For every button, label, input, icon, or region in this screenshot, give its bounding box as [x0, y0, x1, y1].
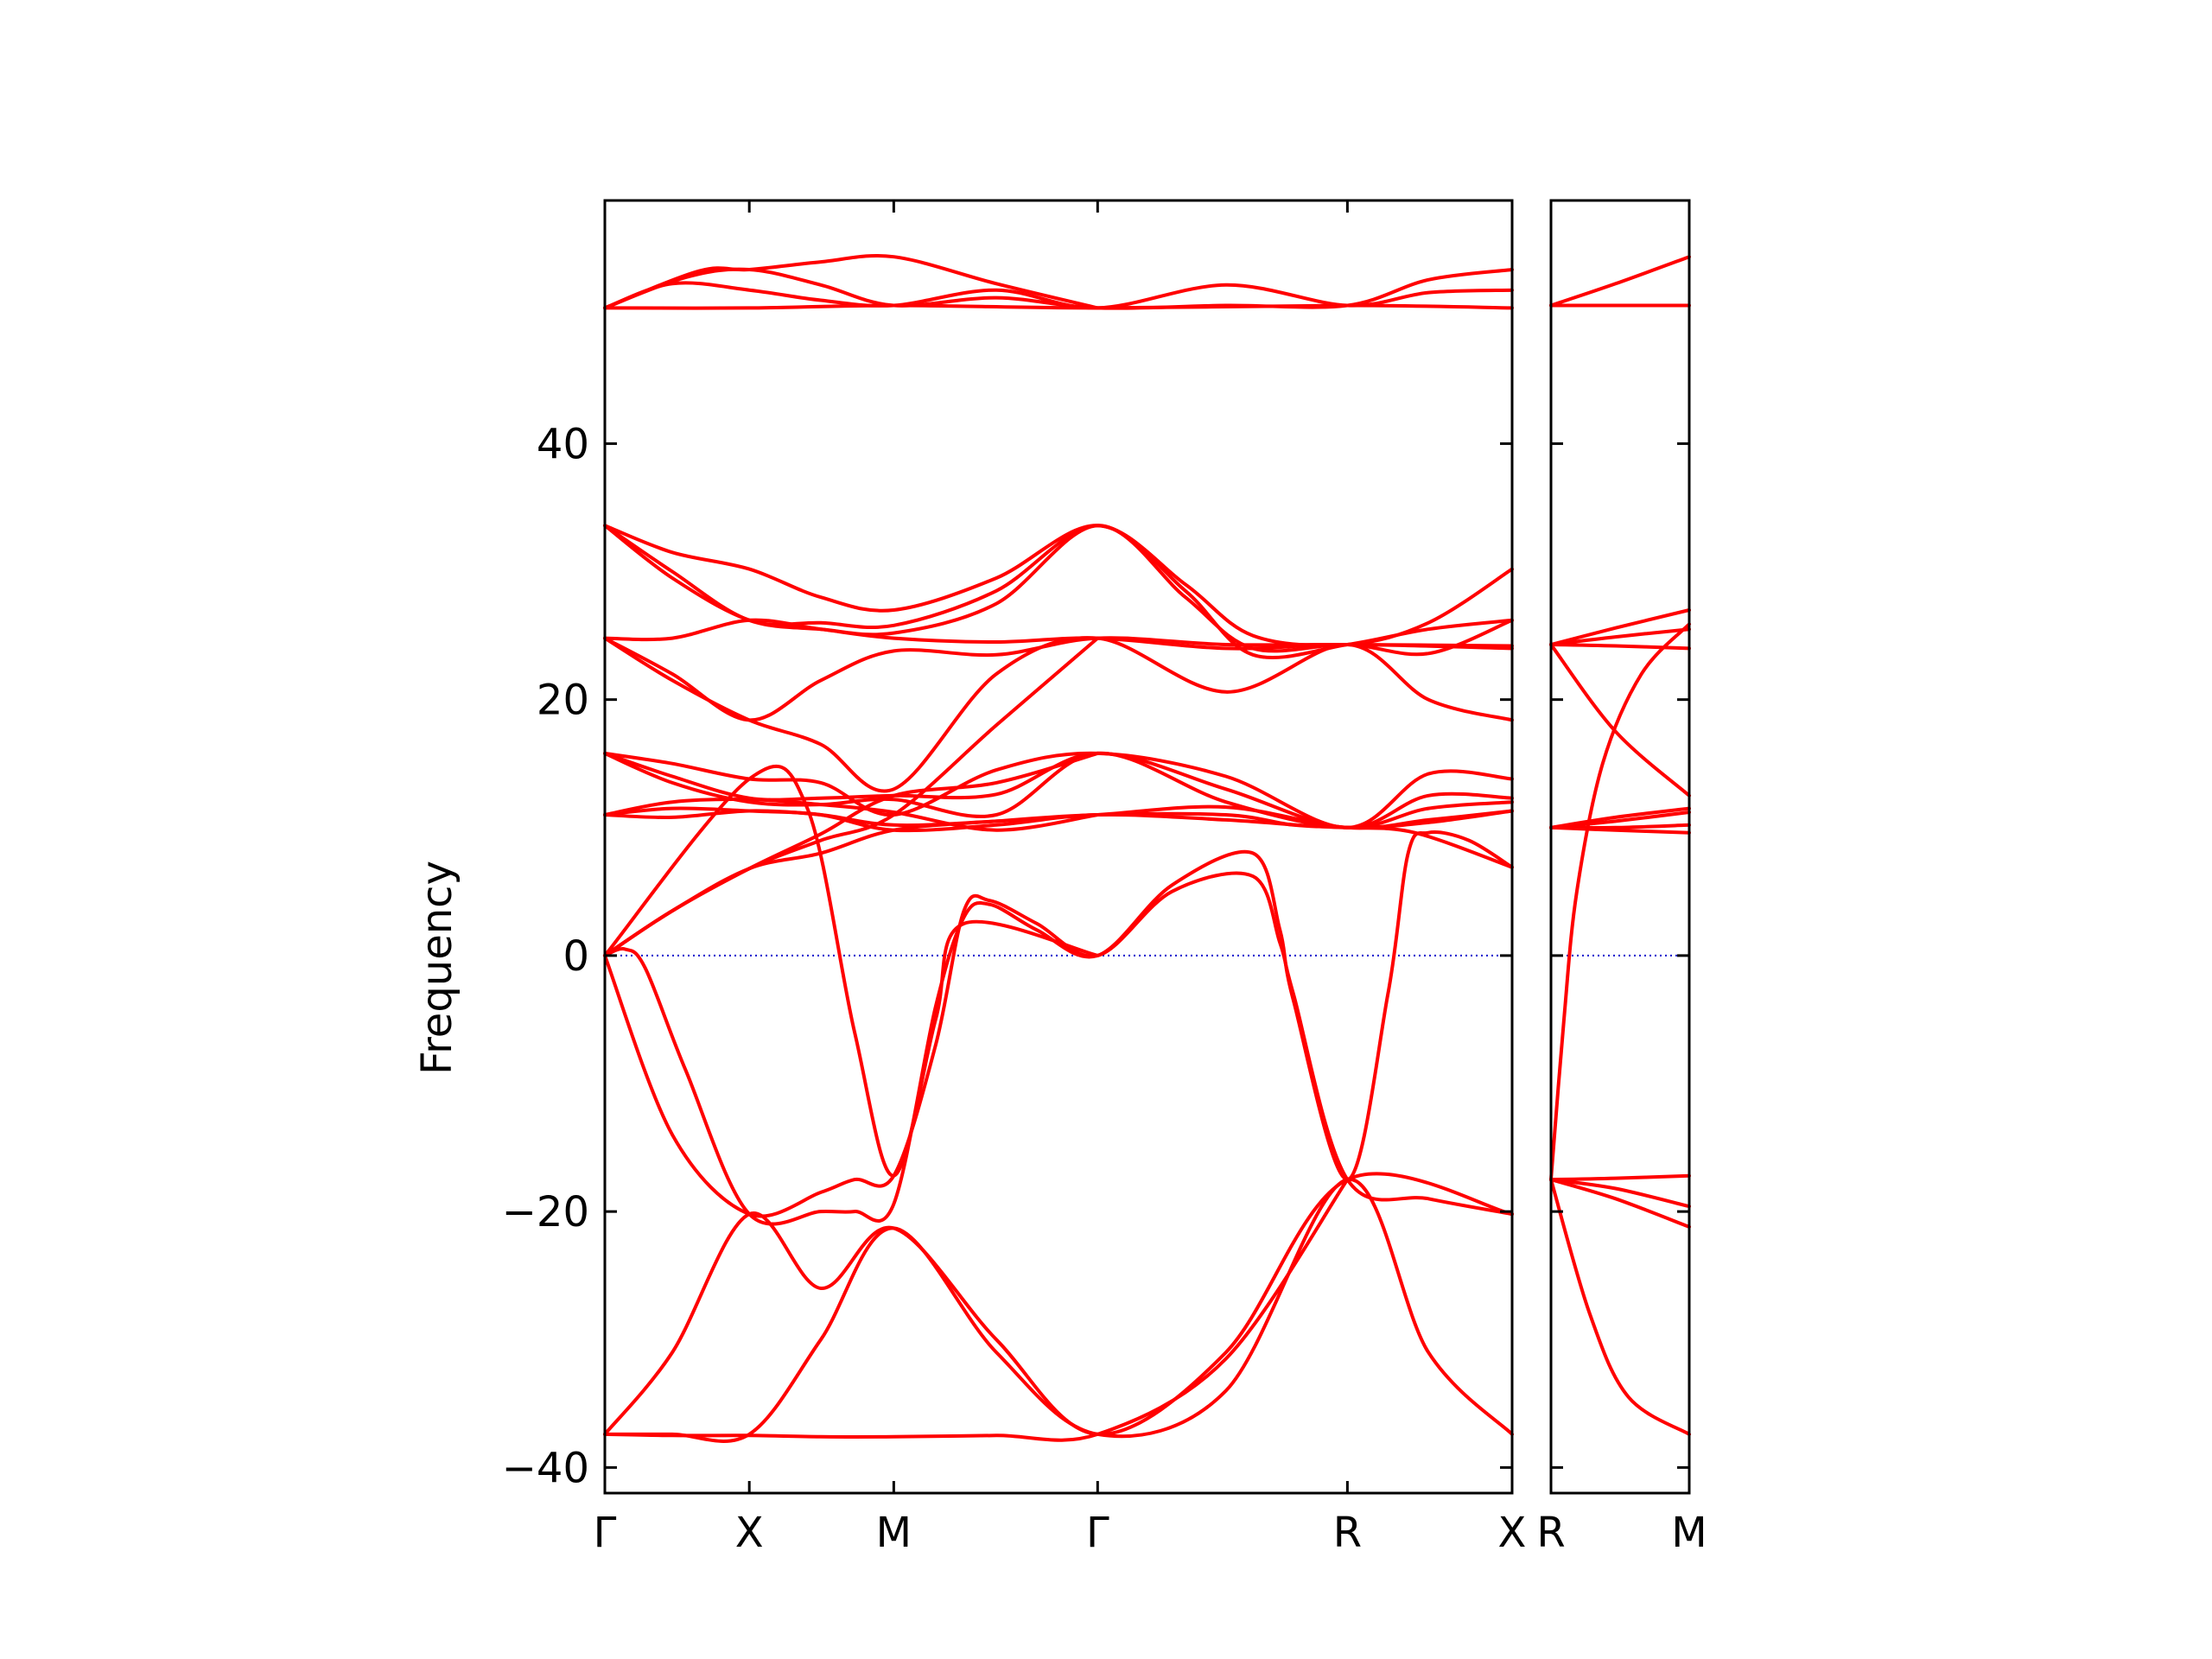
band-line	[603, 811, 1514, 957]
x-tick-label: M	[876, 1509, 912, 1557]
band-line	[1549, 622, 1691, 1182]
y-axis-label: Frequency	[413, 861, 461, 1075]
y-tick-label: −40	[502, 1444, 589, 1492]
y-tick-label: 40	[537, 420, 589, 468]
band-line	[1549, 608, 1691, 646]
x-tick-label: M	[1671, 1509, 1707, 1557]
band-line	[1549, 255, 1691, 308]
band-line	[603, 830, 1514, 1226]
x-tick-label: R	[1536, 1509, 1565, 1557]
band-line	[1549, 1178, 1691, 1209]
band-line	[1549, 823, 1691, 830]
x-tick-label: Γ	[1086, 1509, 1109, 1557]
band-line	[603, 798, 1100, 832]
x-tick-label: R	[1333, 1509, 1362, 1557]
band-line	[603, 871, 1514, 1218]
x-tick-label: X	[735, 1509, 764, 1557]
band-line	[603, 1178, 1350, 1442]
band-line	[603, 1172, 1514, 1436]
band-line	[603, 281, 1514, 310]
band-line	[603, 1178, 1514, 1443]
y-tick-label: 20	[537, 677, 589, 725]
band-line	[603, 764, 1100, 1178]
main-band-panel: Γ X M Γ R X −40 −20 0 20 40	[502, 199, 1527, 1557]
y-tick-label: −20	[502, 1188, 589, 1236]
plot-frame	[603, 199, 1514, 1495]
y-tick-label: 0	[563, 932, 589, 981]
band-line	[1549, 643, 1691, 651]
band-line	[1549, 1173, 1691, 1182]
x-tick-label: X	[1498, 1509, 1527, 1557]
band-line	[1549, 643, 1691, 798]
band-line	[603, 253, 1100, 310]
band-line	[603, 636, 1514, 793]
band-line	[603, 636, 1100, 957]
band-line	[603, 636, 1514, 722]
band-line	[1549, 1178, 1691, 1436]
band-line	[1549, 627, 1691, 646]
x-tick-label: Γ	[594, 1509, 617, 1557]
band-line	[1549, 1178, 1691, 1229]
plot-frame	[1549, 199, 1691, 1495]
